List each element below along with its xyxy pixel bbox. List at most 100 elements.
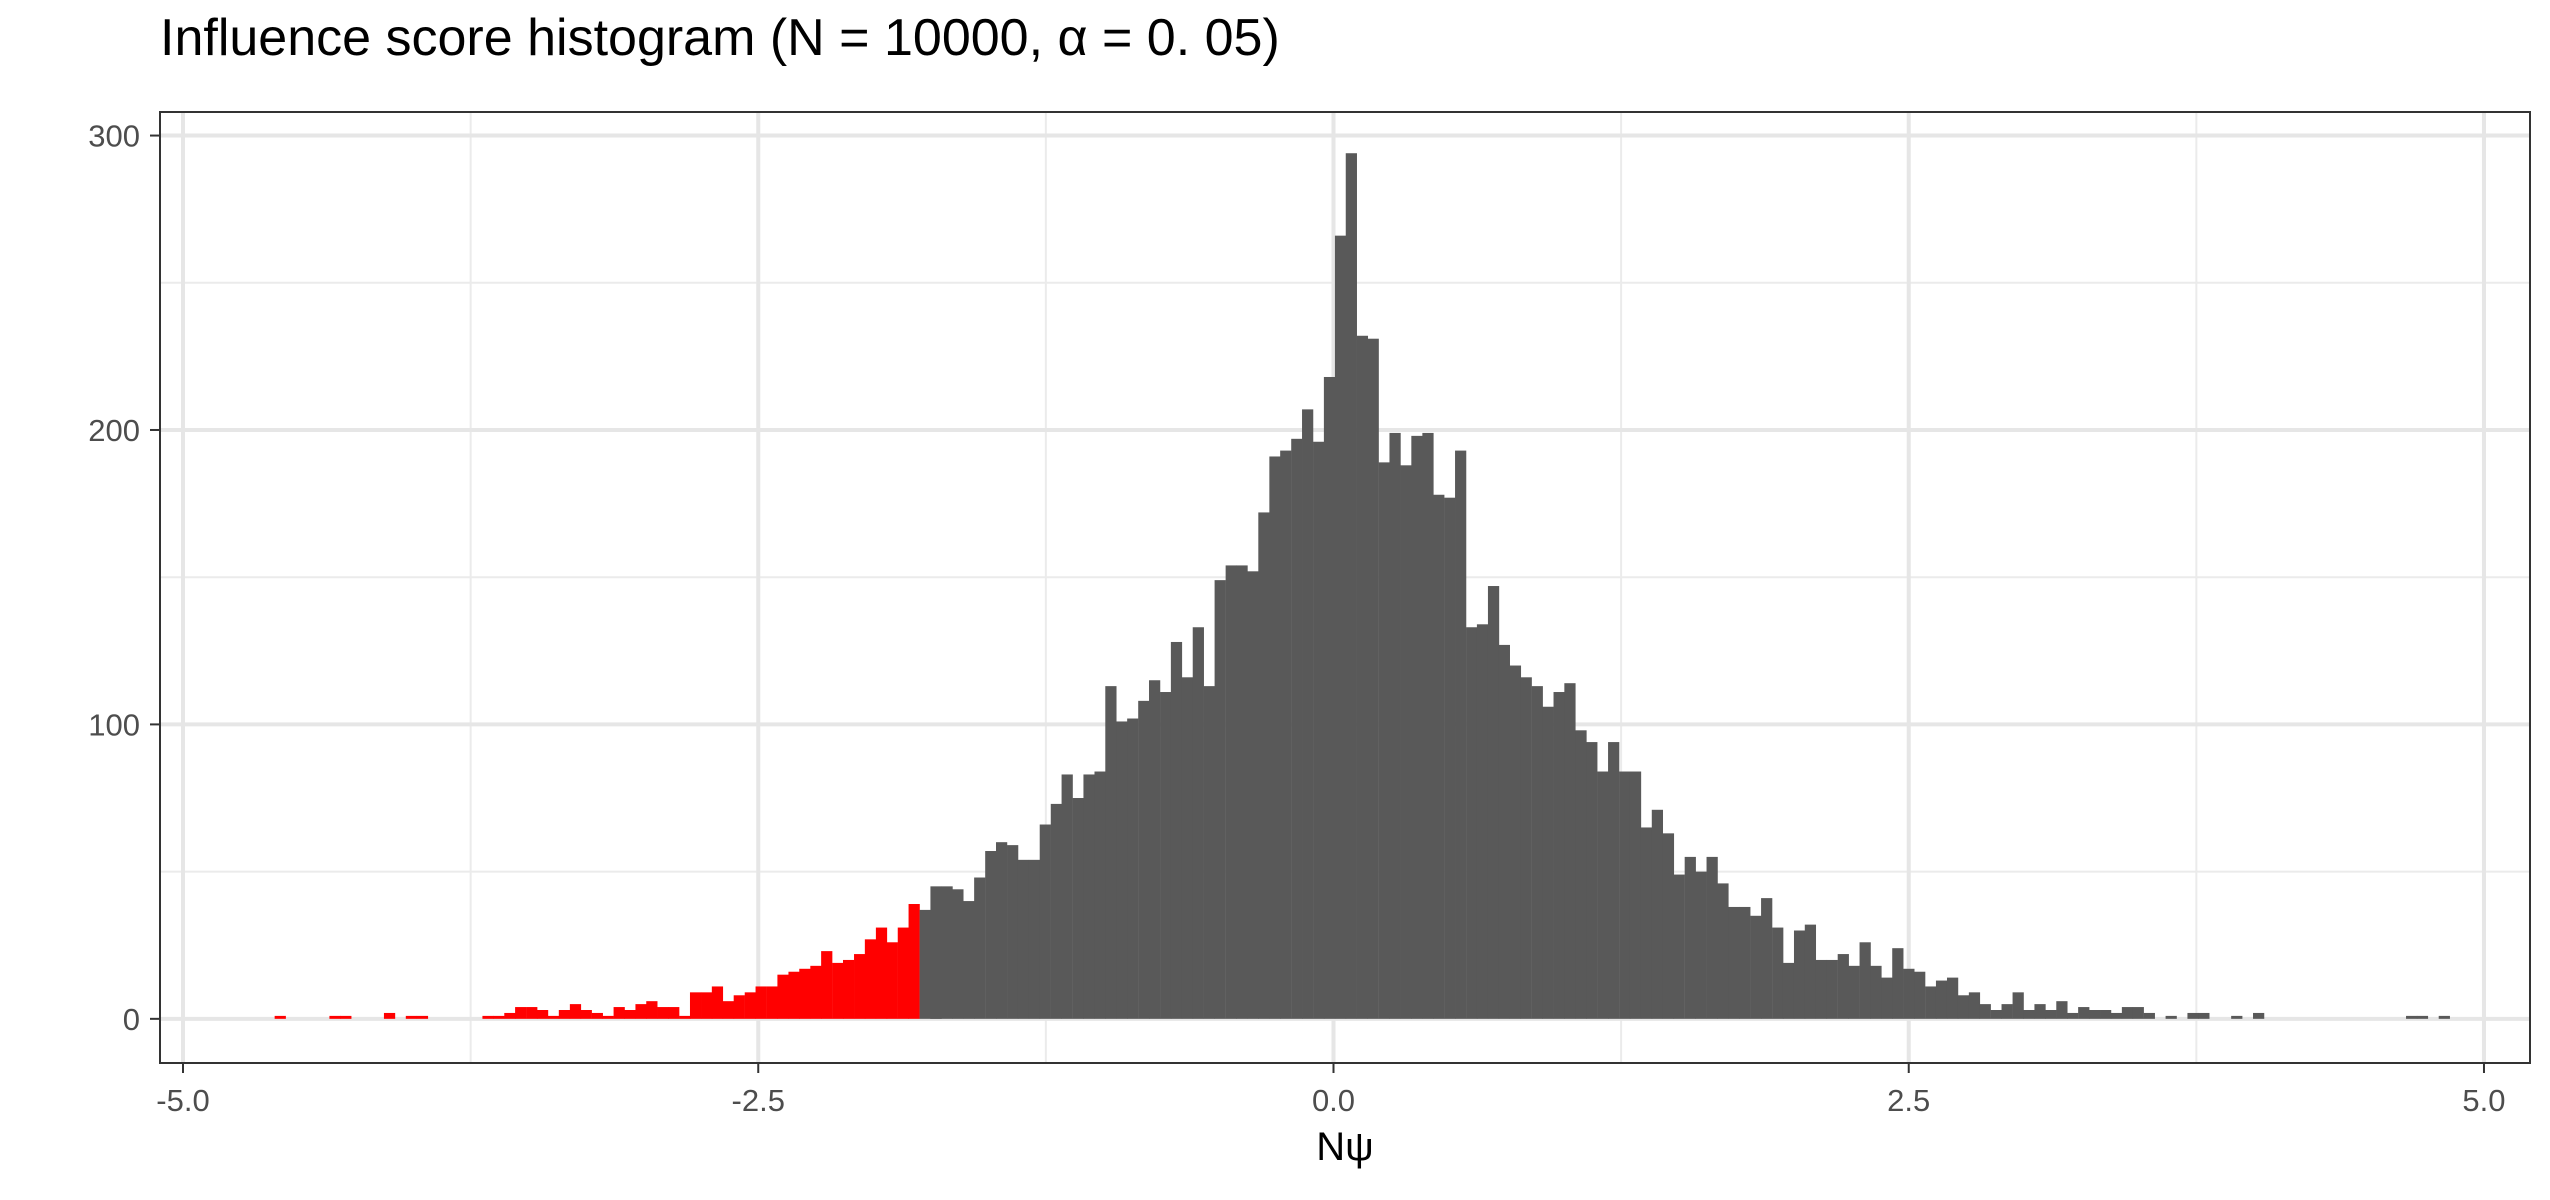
histogram-bar: [405, 1015, 418, 1019]
histogram-bar: [1892, 948, 1904, 1019]
histogram-bar: [1575, 730, 1587, 1019]
histogram-bar: [744, 992, 756, 1019]
histogram-bar: [558, 1010, 571, 1019]
histogram-bar: [580, 1010, 592, 1019]
histogram-bar: [1007, 845, 1019, 1019]
histogram-bar: [2067, 1012, 2079, 1019]
histogram-bar: [1772, 927, 1784, 1019]
histogram-bar: [1597, 771, 1609, 1019]
histogram-bar: [668, 1007, 680, 1019]
histogram-bar: [832, 962, 844, 1019]
histogram-bar: [591, 1012, 603, 1019]
histogram-bar: [1826, 959, 1838, 1019]
histogram-bar: [635, 1004, 647, 1019]
histogram-bar: [701, 992, 713, 1019]
histogram-bar: [1903, 968, 1915, 1019]
histogram-bar: [842, 959, 855, 1019]
histogram-bar: [2438, 1015, 2450, 1019]
histogram-bar: [2012, 992, 2024, 1019]
histogram-bar: [1203, 686, 1216, 1019]
histogram-bar: [1094, 771, 1106, 1019]
histogram-bar: [2165, 1015, 2177, 1019]
histogram-bar: [1968, 992, 1981, 1019]
y-tick-label: 100: [88, 707, 140, 742]
histogram-bar: [1291, 438, 1303, 1019]
histogram-bar: [1455, 450, 1467, 1019]
histogram-bar: [1684, 856, 1696, 1019]
x-tick-label: -2.5: [732, 1083, 785, 1118]
y-axis: 0 100 200 300: [88, 119, 160, 1037]
histogram-bar: [974, 877, 986, 1019]
histogram-bar: [1750, 915, 1762, 1019]
histogram-bar: [1466, 627, 1478, 1019]
histogram-bar: [1728, 906, 1740, 1019]
histogram-bar: [1400, 465, 1412, 1019]
histogram-bar: [1859, 942, 1871, 1019]
histogram-bar: [569, 1004, 582, 1019]
histogram-bar: [854, 954, 866, 1019]
histogram-bar: [2088, 1010, 2101, 1019]
x-tick-label: -5.0: [156, 1083, 209, 1118]
histogram-bar: [1619, 771, 1631, 1019]
histogram-bar: [548, 1015, 560, 1019]
histogram-bar: [2100, 1010, 2112, 1019]
histogram-bar: [755, 986, 767, 1019]
histogram-bar: [1389, 432, 1401, 1019]
histogram-bar: [788, 971, 800, 1019]
histogram-bar: [930, 886, 942, 1019]
histogram-bar: [1356, 335, 1369, 1019]
histogram-bar: [646, 1001, 658, 1019]
histogram-bar: [2231, 1015, 2243, 1019]
histogram-bar: [1837, 954, 1849, 1019]
histogram-bar: [383, 1012, 396, 1019]
y-tick-label: 0: [123, 1002, 140, 1037]
histogram-bar: [897, 927, 909, 1019]
histogram-bar: [733, 995, 745, 1019]
histogram-bar: [963, 901, 975, 1019]
histogram-bar: [2406, 1015, 2418, 1019]
histogram-bar: [1345, 153, 1357, 1019]
histogram-bar: [1761, 898, 1773, 1019]
histogram-bar: [711, 986, 724, 1019]
histogram-bar: [1050, 803, 1062, 1019]
histogram-bar: [1072, 798, 1084, 1019]
histogram-bar: [602, 1015, 614, 1019]
histogram-bar: [536, 1010, 549, 1019]
histogram-bar: [864, 939, 877, 1019]
histogram-bar: [1848, 965, 1860, 1019]
histogram-bar: [526, 1007, 538, 1019]
histogram-bar: [2078, 1007, 2090, 1019]
x-tick-label: 0.0: [1312, 1083, 1355, 1118]
histogram-bar: [2253, 1012, 2265, 1019]
histogram-bar: [1378, 462, 1390, 1019]
histogram-bar: [1334, 235, 1347, 1019]
histogram-bar: [1881, 977, 1893, 1019]
histogram-bar: [1280, 450, 1292, 1019]
histogram-bar: [1782, 962, 1795, 1019]
x-tick-label: 5.0: [2462, 1083, 2505, 1118]
histogram-bar: [1433, 494, 1445, 1019]
histogram-bar: [2416, 1015, 2429, 1019]
histogram-bar: [1083, 774, 1095, 1019]
histogram-bar: [613, 1007, 625, 1019]
histogram-bar: [2198, 1012, 2210, 1019]
histogram-bar: [515, 1007, 527, 1019]
histogram-bar: [1039, 824, 1051, 1019]
histogram-bar: [1553, 692, 1565, 1019]
histogram-bar: [1651, 809, 1664, 1019]
histogram-bar: [504, 1012, 516, 1019]
histogram-bar: [1793, 930, 1806, 1019]
histogram-bar: [1411, 435, 1423, 1019]
histogram-bar: [1367, 338, 1379, 1019]
histogram-bar: [722, 1001, 735, 1019]
histogram-bar: [886, 942, 898, 1019]
histogram-bar: [1323, 376, 1336, 1019]
histogram-bar: [1706, 856, 1718, 1019]
histogram-bar: [1629, 771, 1642, 1019]
histogram-bar: [340, 1015, 352, 1019]
histogram-bar: [2001, 1004, 2013, 1019]
histogram-bar: [493, 1015, 505, 1019]
histogram-bar: [908, 904, 920, 1019]
histogram-bar: [1739, 906, 1751, 1019]
